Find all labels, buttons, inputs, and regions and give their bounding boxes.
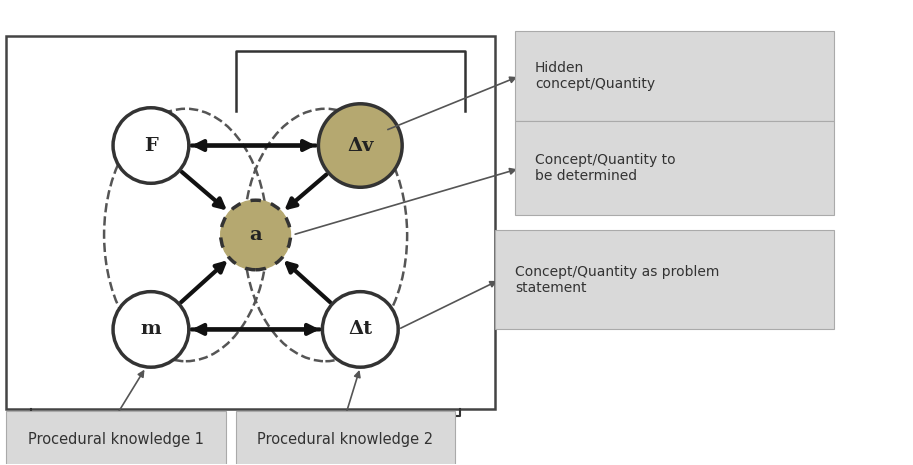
- Text: Concept/Quantity as problem
statement: Concept/Quantity as problem statement: [515, 265, 719, 295]
- Text: Δv: Δv: [347, 137, 373, 154]
- Text: Procedural knowledge 2: Procedural knowledge 2: [257, 432, 434, 447]
- Text: Δt: Δt: [348, 320, 373, 339]
- Circle shape: [221, 200, 290, 270]
- FancyBboxPatch shape: [495, 230, 834, 329]
- Text: Procedural knowledge 1: Procedural knowledge 1: [28, 432, 204, 447]
- Circle shape: [113, 292, 189, 367]
- Text: F: F: [144, 137, 158, 154]
- Text: m: m: [141, 320, 162, 339]
- Circle shape: [322, 292, 398, 367]
- Text: a: a: [249, 226, 262, 244]
- FancyBboxPatch shape: [515, 121, 834, 215]
- Text: Hidden
concept/Quantity: Hidden concept/Quantity: [535, 61, 655, 91]
- FancyBboxPatch shape: [6, 411, 226, 465]
- Text: Concept/Quantity to
be determined: Concept/Quantity to be determined: [535, 153, 676, 183]
- Circle shape: [113, 108, 189, 183]
- FancyBboxPatch shape: [515, 31, 834, 121]
- Circle shape: [319, 104, 402, 187]
- FancyBboxPatch shape: [236, 411, 455, 465]
